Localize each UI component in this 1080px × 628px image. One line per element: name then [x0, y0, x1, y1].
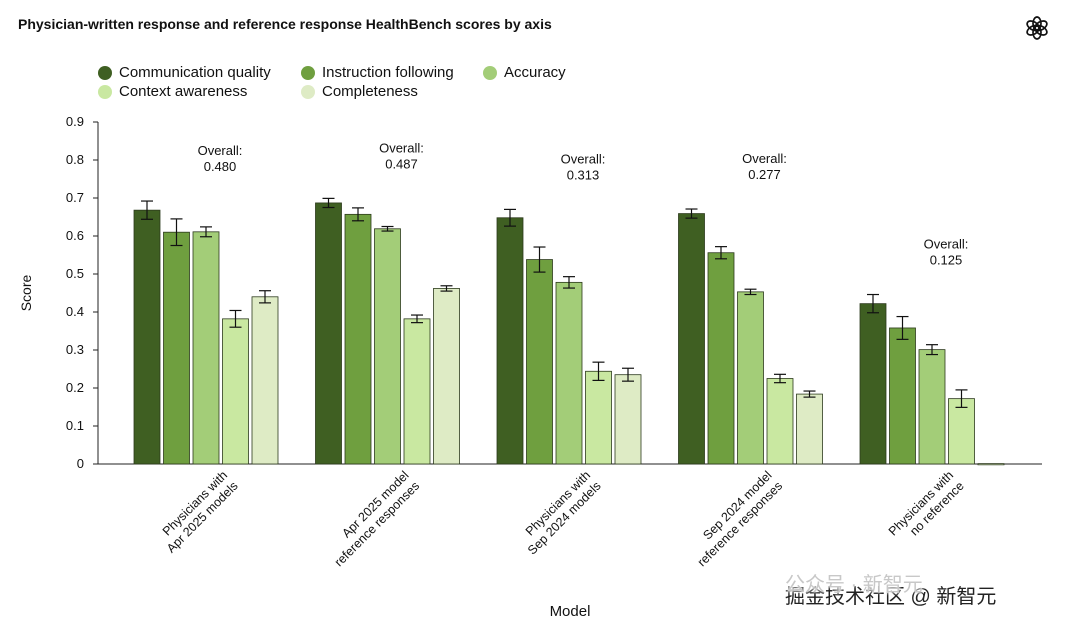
bar	[133, 209, 161, 465]
y-axis-label: Score	[18, 275, 34, 312]
legend-label: Accuracy	[504, 64, 566, 81]
bar	[555, 281, 583, 465]
legend-swatch	[98, 65, 112, 80]
legend-item: Context awareness	[98, 83, 247, 100]
overall-label: Overall:	[198, 143, 243, 158]
legend-swatch	[483, 65, 497, 80]
legend-swatch	[301, 65, 315, 80]
y-tick-label: 0.1	[66, 418, 84, 433]
overall-label: Overall:	[379, 140, 424, 155]
bar	[977, 463, 1005, 466]
bar	[374, 228, 401, 465]
y-tick-label: 0.7	[66, 190, 84, 205]
x-axis-label: Model	[550, 603, 591, 620]
bar	[859, 303, 887, 465]
bar	[707, 252, 735, 465]
x-tick-label: Physicians withSep 2024 models	[514, 468, 603, 557]
watermark-front-text: 掘金技术社区 @ 新智元	[785, 586, 997, 608]
overall-label: Overall:	[561, 151, 606, 166]
legend-item: Communication quality	[98, 64, 271, 81]
bar	[526, 259, 553, 465]
overall-value: 0.277	[748, 167, 781, 182]
chart-title: Physician-written response and reference…	[18, 16, 552, 32]
bar	[796, 393, 823, 465]
legend-swatch	[98, 84, 112, 99]
bar	[737, 291, 764, 465]
y-tick-label: 0.6	[66, 228, 84, 243]
x-tick-label: Apr 2025 modelreference responses	[321, 468, 422, 569]
y-tick-label: 0.9	[66, 114, 84, 129]
overall-value: 0.313	[567, 167, 600, 182]
x-tick-label: Physicians withno reference	[886, 468, 967, 549]
y-tick-label: 0.3	[66, 342, 84, 357]
legend-label: Communication quality	[119, 64, 271, 81]
y-tick-label: 0.4	[66, 304, 84, 319]
bar	[496, 217, 524, 465]
y-tick-label: 0	[77, 456, 84, 471]
overall-value: 0.487	[385, 156, 418, 171]
overall-value: 0.480	[204, 159, 237, 174]
bar	[315, 202, 342, 465]
legend-item: Accuracy	[483, 64, 566, 81]
bar	[251, 296, 279, 465]
bar	[433, 288, 460, 465]
legend-label: Context awareness	[119, 83, 248, 100]
legend-item: Instruction following	[301, 64, 454, 81]
overall-label: Overall:	[742, 151, 787, 166]
bar	[948, 398, 975, 465]
legend-item: Completeness	[301, 83, 418, 100]
openai-logo-icon	[1026, 16, 1048, 40]
y-tick-label: 0.2	[66, 380, 84, 395]
bar	[403, 318, 431, 465]
legend-label: Instruction following	[322, 64, 454, 81]
bar	[222, 318, 249, 465]
y-tick-label: 0.5	[66, 266, 84, 281]
bar	[192, 231, 220, 465]
y-tick-label: 0.8	[66, 152, 84, 167]
watermark-back-text: 公众号 · 新智元	[785, 574, 923, 596]
bar	[585, 370, 612, 465]
bar	[678, 213, 705, 465]
legend-swatch	[301, 84, 315, 99]
watermark: 公众号 · 新智元 掘金技术社区 @ 新智元	[785, 574, 997, 609]
overall-label: Overall:	[924, 237, 969, 252]
overall-value: 0.125	[930, 253, 963, 268]
bar	[614, 374, 642, 465]
bar	[344, 213, 372, 465]
x-tick-label: Sep 2024 modelreference responses	[684, 468, 785, 569]
bar	[918, 349, 946, 465]
x-tick-label: Physicians withApr 2025 models	[153, 468, 240, 555]
bar	[889, 327, 916, 465]
bar	[163, 231, 190, 465]
bar	[766, 378, 794, 465]
legend-label: Completeness	[322, 83, 418, 100]
